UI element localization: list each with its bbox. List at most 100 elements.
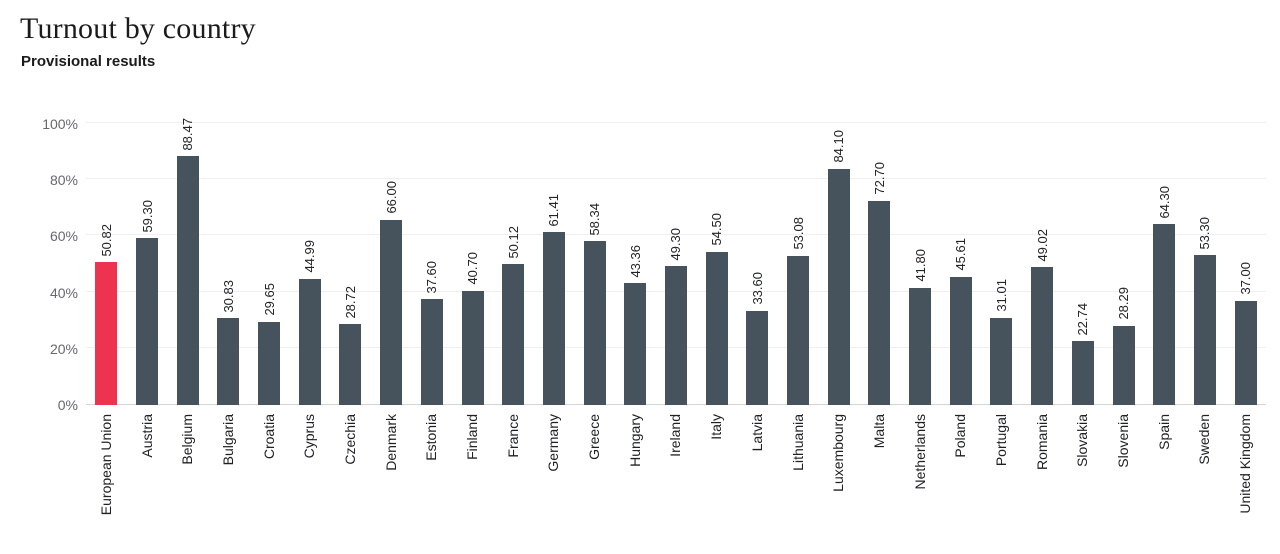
bar-column: 50.82 <box>86 124 127 405</box>
bar-column: 31.01 <box>981 124 1022 405</box>
x-axis-label: Slovenia <box>1115 414 1132 468</box>
bar-value-label: 28.29 <box>1116 286 1132 320</box>
bar[interactable] <box>95 262 118 405</box>
x-axis-label-cell: Spain <box>1144 405 1185 535</box>
x-axis-label-cell: Finland <box>452 405 493 535</box>
bar-column: 49.30 <box>656 124 697 405</box>
y-tick-label: 100% <box>42 116 78 132</box>
bar-column: 28.29 <box>1103 124 1144 405</box>
bar[interactable] <box>949 276 972 405</box>
bar-column: 64.30 <box>1144 124 1185 405</box>
bar-column: 29.65 <box>249 124 290 405</box>
y-tick-label: 60% <box>49 228 78 245</box>
bar-value-label: 44.99 <box>302 240 318 273</box>
bar[interactable] <box>258 321 281 405</box>
bar[interactable] <box>339 324 362 405</box>
bar[interactable] <box>420 299 443 405</box>
bar[interactable] <box>136 238 159 405</box>
bar[interactable] <box>746 310 769 405</box>
bar-value-label: 37.60 <box>424 260 440 294</box>
bar-value-label: 29.65 <box>261 283 277 316</box>
bar[interactable] <box>1112 325 1135 405</box>
x-axis-label-cell: Slovakia <box>1063 405 1104 535</box>
x-axis-label: United Kingdom <box>1237 414 1254 514</box>
bar[interactable] <box>380 219 403 405</box>
page-title: Turnout by country <box>20 12 256 45</box>
x-axis-label-cell: Slovenia <box>1103 405 1144 535</box>
bar-value-label: 53.30 <box>1197 216 1213 250</box>
y-tick-label: 40% <box>49 284 78 301</box>
bar-value-label: 50.12 <box>505 225 521 259</box>
x-axis-label-cell: Czechia <box>330 405 371 535</box>
bar-value-label: 33.60 <box>749 272 765 305</box>
x-axis-label: Slovakia <box>1074 414 1091 467</box>
bar-column: 50.12 <box>493 124 534 405</box>
chart-subtitle: Provisional results <box>21 53 156 70</box>
bar-column: 44.99 <box>289 124 330 405</box>
gridline <box>86 178 1266 180</box>
bar-column: 22.74 <box>1063 124 1104 405</box>
bar[interactable] <box>217 318 240 405</box>
bar-value-label: 66.00 <box>383 181 399 214</box>
bar[interactable] <box>705 251 728 405</box>
x-axis-label-cell: Germany <box>534 405 575 535</box>
bar[interactable] <box>664 266 687 405</box>
x-axis-label-cell: United Kingdom <box>1225 405 1266 535</box>
bar-column: 33.60 <box>737 124 778 405</box>
bar[interactable] <box>1071 341 1094 405</box>
bar[interactable] <box>1031 267 1054 405</box>
bar[interactable] <box>624 283 647 405</box>
bar-column: 30.83 <box>208 124 249 405</box>
x-axis-label: Greece <box>586 414 603 460</box>
x-axis-label: Czechia <box>341 414 358 465</box>
x-axis-label: Spain <box>1155 414 1172 450</box>
bar[interactable] <box>298 278 321 405</box>
x-axis-label-cell: Luxembourg <box>818 405 859 535</box>
bar[interactable] <box>1193 255 1216 405</box>
bar-value-label: 49.02 <box>1034 228 1050 262</box>
x-axis-label-cell: European Union <box>86 405 127 535</box>
bar[interactable] <box>1153 224 1176 405</box>
x-axis-label-cell: Poland <box>940 405 981 535</box>
x-axis-label: Estonia <box>423 414 440 461</box>
bar-value-label: 49.30 <box>668 227 684 261</box>
x-axis-label-cell: Greece <box>574 405 615 535</box>
bar-column: 88.47 <box>167 118 208 405</box>
bar-value-label: 72.70 <box>871 162 887 195</box>
bar-value-label: 41.80 <box>912 249 928 282</box>
x-axis-label-cell: Estonia <box>412 405 453 535</box>
y-tick-label: 0% <box>57 397 78 413</box>
x-axis-label: Bulgaria <box>219 414 236 466</box>
x-axis-label-cell: Croatia <box>249 405 290 535</box>
bar[interactable] <box>502 264 525 405</box>
bar-value-label: 45.61 <box>953 238 969 271</box>
x-axis-label-cell: Sweden <box>1185 405 1226 535</box>
bar[interactable] <box>909 287 932 405</box>
bar-column: 37.00 <box>1225 124 1266 405</box>
bar-value-label: 40.70 <box>465 252 481 285</box>
bar[interactable] <box>583 241 606 405</box>
bar-value-label: 84.10 <box>831 130 847 163</box>
bar[interactable] <box>868 200 891 405</box>
bar[interactable] <box>1234 301 1257 405</box>
bar[interactable] <box>461 290 484 405</box>
x-axis-label: Finland <box>464 414 481 460</box>
x-axis-label: Sweden <box>1196 414 1213 465</box>
bar[interactable] <box>787 255 810 405</box>
bar[interactable] <box>542 232 565 405</box>
x-axis-label: Luxembourg <box>830 414 847 492</box>
bar[interactable] <box>990 317 1013 405</box>
bar[interactable] <box>827 168 850 405</box>
bar-value-label: 28.72 <box>342 285 358 319</box>
bar-column: 28.72 <box>330 124 371 405</box>
bar[interactable] <box>176 156 199 405</box>
bar-value-label: 59.30 <box>139 199 155 233</box>
x-axis-label: Belgium <box>179 414 196 465</box>
plot-area: 50.82 59.30 88.47 30.83 29.65 44.99 28.72 66.00… <box>86 118 1266 405</box>
bar-value-label: 88.47 <box>180 117 196 151</box>
x-axis-label: Poland <box>952 414 969 458</box>
x-axis-label: France <box>504 414 521 458</box>
x-axis-label: Romania <box>1033 414 1050 471</box>
x-axis-label: Ireland <box>667 414 684 457</box>
